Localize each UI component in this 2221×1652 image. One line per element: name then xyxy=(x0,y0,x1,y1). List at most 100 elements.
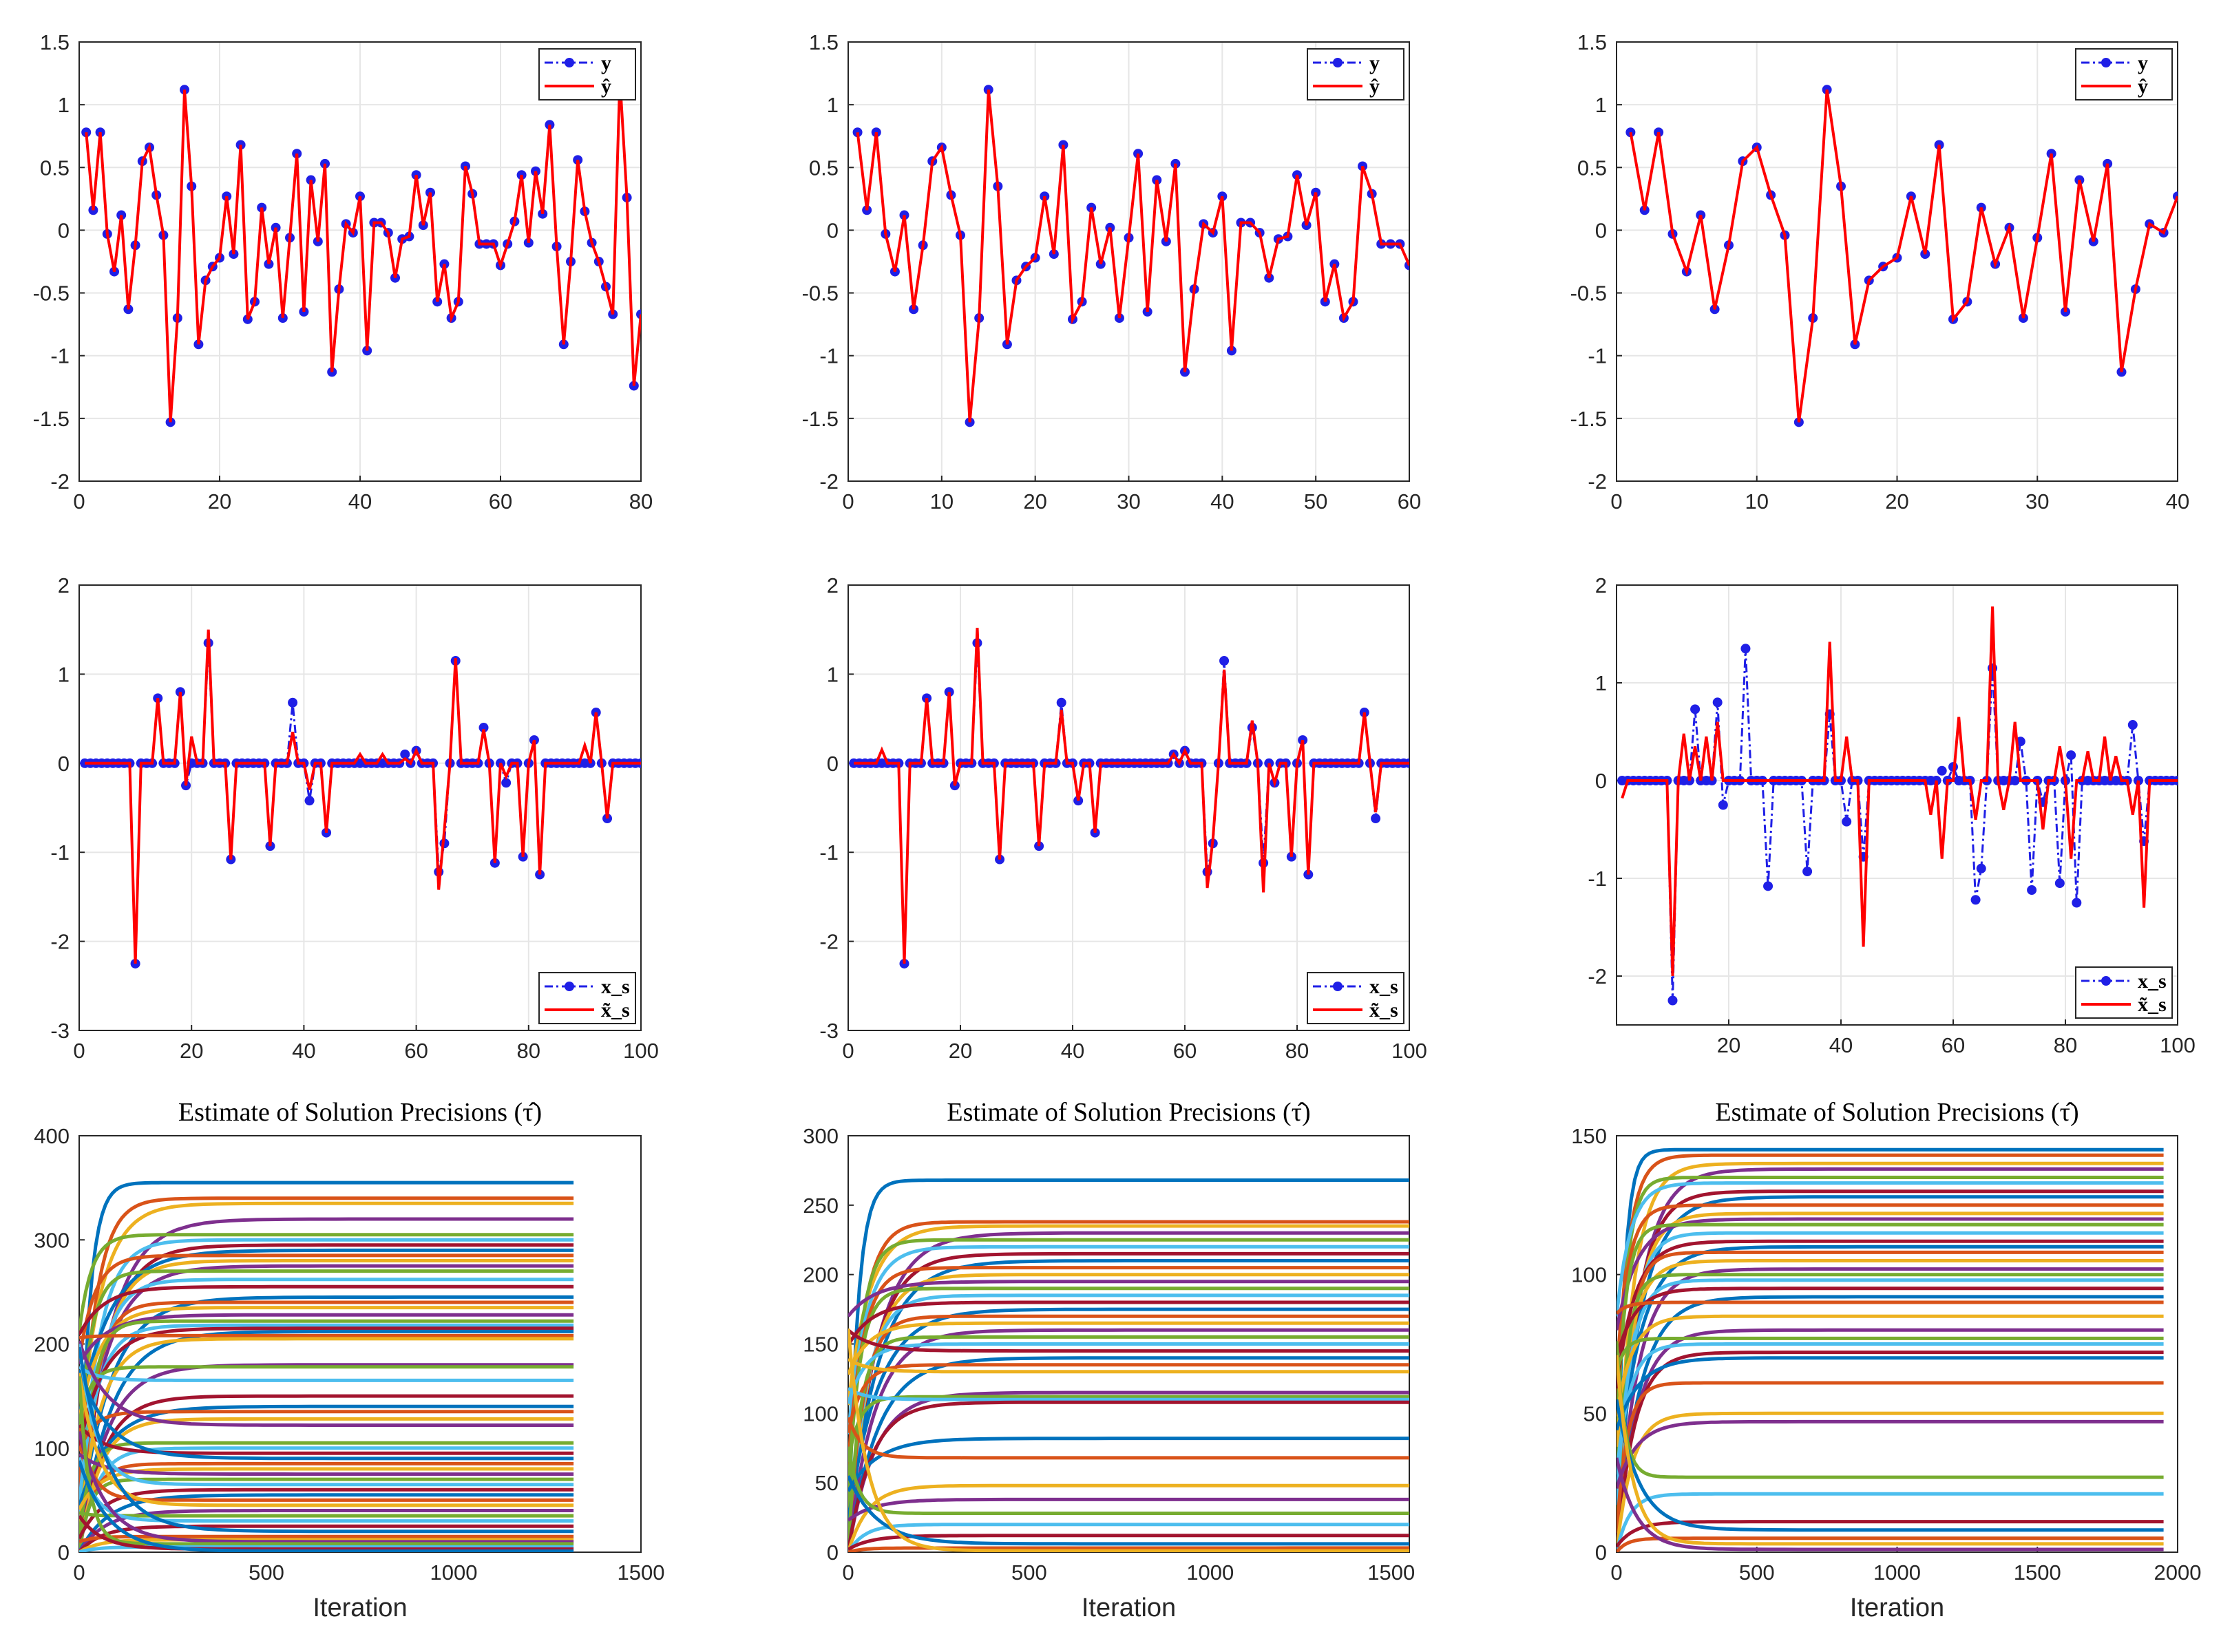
y-tick-label: 0 xyxy=(827,752,839,776)
precision-trajectory xyxy=(79,1365,574,1382)
plot-content xyxy=(849,628,1409,968)
y-tick-label: -0.5 xyxy=(33,282,70,306)
chart-panel-7: 0 500 1000 1500 0 100 200 300 400 Estimate of Sol… xyxy=(34,1098,664,1622)
data-point xyxy=(1371,814,1381,824)
precision-trajectory xyxy=(79,1511,574,1518)
precision-trajectory xyxy=(79,1340,574,1427)
precision-trajectory xyxy=(848,1273,1409,1552)
legend: yŷ xyxy=(538,48,636,100)
x-tick-label: 80 xyxy=(517,1039,540,1063)
precision-trajectory xyxy=(848,1328,1409,1552)
precision-trajectory xyxy=(848,1286,1409,1493)
y-tick-label: 100 xyxy=(803,1401,839,1426)
y-tick-label: 1 xyxy=(827,662,839,686)
y-tick-label: -2 xyxy=(819,930,839,954)
chart-panel-2: 0 10 20 30 40 50 60 -2 -1.5 -1 -0.5 0 0.5 1 1.5 yŷ xyxy=(802,30,1422,513)
x-tick-label: 50 xyxy=(1304,489,1327,513)
y-tick-label: 300 xyxy=(34,1228,70,1252)
precision-trajectory xyxy=(79,1180,574,1552)
chart-title: Estimate of Solution Precisions (τ̂) xyxy=(1715,1098,2078,1127)
precision-trajectory xyxy=(79,1326,574,1449)
chart-panel-4: 0 20 40 60 80 100 -3 -2 -1 0 1 2 x_sx̃_s xyxy=(50,573,658,1063)
precision-trajectory xyxy=(1617,1203,2164,1375)
y-tick-label: -2 xyxy=(1588,964,1607,988)
legend-label: y xyxy=(2138,52,2148,74)
precision-trajectory xyxy=(79,1410,574,1452)
plot-area xyxy=(79,585,641,1030)
legend-label: ŷ xyxy=(601,75,611,98)
precision-trajectory xyxy=(1617,1286,2164,1359)
precision-trajectory xyxy=(848,1280,1409,1317)
y-tick-label: -1.5 xyxy=(802,407,839,431)
x-tick-label: 100 xyxy=(1391,1039,1427,1063)
x-tick-label: 60 xyxy=(1941,1033,1965,1057)
x-tick-label: 60 xyxy=(489,489,512,513)
data-point xyxy=(1976,863,1986,873)
precision-trajectory xyxy=(79,1196,574,1497)
precision-trajectory xyxy=(79,1323,574,1504)
precision-trajectory xyxy=(79,1394,574,1552)
data-point xyxy=(1970,895,1981,905)
y-tick-label: 0.5 xyxy=(809,156,839,180)
x-tick-label: 60 xyxy=(404,1039,428,1063)
chart-title: Estimate of Solution Precisions (τ̂) xyxy=(947,1098,1310,1127)
x-tick-label: 60 xyxy=(1173,1039,1197,1063)
legend-box xyxy=(1307,972,1404,1024)
plot-content xyxy=(1625,85,2178,427)
x-tick-label: 10 xyxy=(930,489,954,513)
data-point xyxy=(1937,765,1947,776)
precision-trajectory xyxy=(848,1483,1409,1552)
precision-trajectory xyxy=(848,1328,1409,1552)
x-tick-label: 80 xyxy=(1285,1039,1309,1063)
legend-swatch-marker xyxy=(1333,982,1343,991)
data-point xyxy=(2066,750,2076,761)
y-tick-label: -0.5 xyxy=(802,282,839,306)
x-tick-label: 80 xyxy=(629,489,653,513)
y-tick-label: -2 xyxy=(50,930,70,954)
legend-label: y xyxy=(1369,52,1380,74)
data-point xyxy=(501,778,512,788)
y-tick-label: 0 xyxy=(1595,1540,1607,1565)
x-tick-label: 0 xyxy=(842,1039,854,1063)
precision-trajectory xyxy=(79,1248,574,1417)
precision-trajectory xyxy=(79,1344,574,1487)
plot-area xyxy=(848,585,1409,1030)
x-tick-label: 0 xyxy=(842,1560,854,1585)
x-tick-label: 1000 xyxy=(1186,1560,1234,1585)
y-tick-label: 1 xyxy=(58,662,70,686)
legend-label: ŷ xyxy=(2138,75,2148,98)
x-tick-label: 500 xyxy=(249,1560,284,1585)
precision-trajectory xyxy=(79,1269,574,1446)
legend: x_sx̃_s xyxy=(2075,966,2173,1019)
precision-trajectory xyxy=(1617,1211,2164,1552)
y-tick-label: 50 xyxy=(815,1471,839,1495)
y-tick-label: 1.5 xyxy=(809,30,839,54)
precision-trajectory xyxy=(79,1346,574,1534)
y-tick-label: 1 xyxy=(58,93,70,117)
plot-content xyxy=(1617,606,2178,1006)
precision-trajectory xyxy=(848,1386,1409,1401)
precision-trajectory xyxy=(848,1437,1409,1492)
axes-box xyxy=(1616,584,2178,1026)
y-tick-label: 0 xyxy=(827,1540,839,1565)
precision-trajectory xyxy=(79,1376,574,1546)
data-point xyxy=(1718,800,1728,810)
legend-label: x_s xyxy=(1369,975,1398,998)
y-tick-label: 0 xyxy=(58,218,70,242)
precision-trajectory xyxy=(79,1423,574,1455)
legend-box xyxy=(2075,48,2173,100)
series-line-yhat xyxy=(85,78,641,423)
precision-trajectory xyxy=(1617,1153,2164,1406)
precision-trajectory xyxy=(848,1314,1409,1552)
plot-content xyxy=(80,629,641,968)
y-tick-label: -1 xyxy=(1588,344,1607,368)
y-tick-label: 0 xyxy=(58,752,70,776)
precision-trajectory xyxy=(848,1546,1409,1552)
x-tick-label: 20 xyxy=(180,1039,203,1063)
y-tick-label: 50 xyxy=(1583,1401,1607,1426)
x-tick-label: 30 xyxy=(2025,489,2049,513)
precision-trajectory xyxy=(1617,1147,2164,1552)
y-tick-label: -1.5 xyxy=(1570,407,1607,431)
legend-label: x̃_s xyxy=(601,999,630,1021)
